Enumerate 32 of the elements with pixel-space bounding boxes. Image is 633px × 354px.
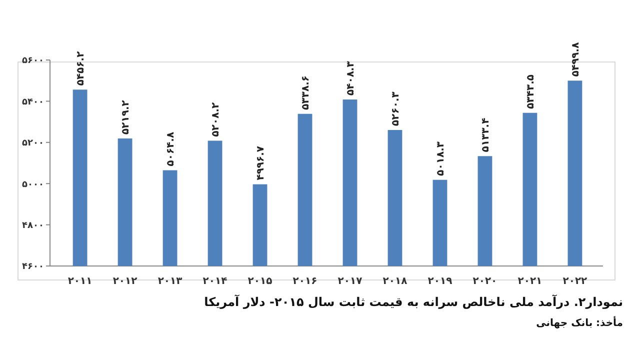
data-label: ۵۰۱۸.۳ xyxy=(435,142,446,176)
y-tick-label: ۵۶۰۰ xyxy=(22,56,44,66)
y-tick-label: ۴۶۰۰ xyxy=(22,262,44,272)
data-label: ۵۲۶۰.۳ xyxy=(390,92,402,126)
y-tick-label: ۵۰۰۰ xyxy=(22,180,44,190)
x-tick-label: ۲۰۱۳ xyxy=(158,276,182,287)
data-label: ۵۳۳۸.۶ xyxy=(300,76,312,110)
data-label: ۵۴۵۶.۲ xyxy=(76,51,87,86)
data-label: ۵۳۴۳.۵ xyxy=(525,74,536,109)
x-tick-label: ۲۰۲۰ xyxy=(472,276,498,287)
data-label: ۵۰۶۴.۸ xyxy=(166,132,177,166)
y-tick-label: ۴۸۰۰ xyxy=(22,220,44,231)
x-tick-label: ۲۰۱۲ xyxy=(112,276,138,287)
data-label: ۵۴۹۹.۸ xyxy=(570,42,582,77)
data-label: ۵۴۰۸.۳ xyxy=(345,61,356,96)
data-label: ۵۲۰۸.۲ xyxy=(210,102,222,137)
x-tick-label: ۲۰۱۷ xyxy=(338,276,362,287)
x-tick-label: ۲۰۱۴ xyxy=(202,276,228,287)
y-tick-label: ۵۴۰۰ xyxy=(22,97,44,108)
x-tick-label: ۲۰۲۲ xyxy=(562,276,588,287)
x-tick-label: ۲۰۱۵ xyxy=(248,276,272,287)
data-label: ۵۱۳۳.۴ xyxy=(480,118,492,152)
data-label: ۵۲۱۹.۲ xyxy=(120,100,132,134)
x-tick-label: ۲۰۲۱ xyxy=(518,276,542,287)
y-tick-label: ۵۲۰۰ xyxy=(22,138,44,149)
x-tick-label: ۲۰۱۹ xyxy=(428,276,452,287)
text: مأخذ: بانک جهانی xyxy=(536,316,623,329)
text: نمودار۲. درآمد ملی ناخالص سرانه به قیمت ثابت سال ۲۰۱۵- دلار آمریکا xyxy=(204,294,623,309)
data-label: ۴۹۹۶.۷ xyxy=(256,146,267,180)
x-tick-label: ۲۰۱۱ xyxy=(68,276,92,287)
x-tick-label: ۲۰۱۸ xyxy=(382,276,408,287)
x-tick-label: ۲۰۱۶ xyxy=(292,276,318,287)
